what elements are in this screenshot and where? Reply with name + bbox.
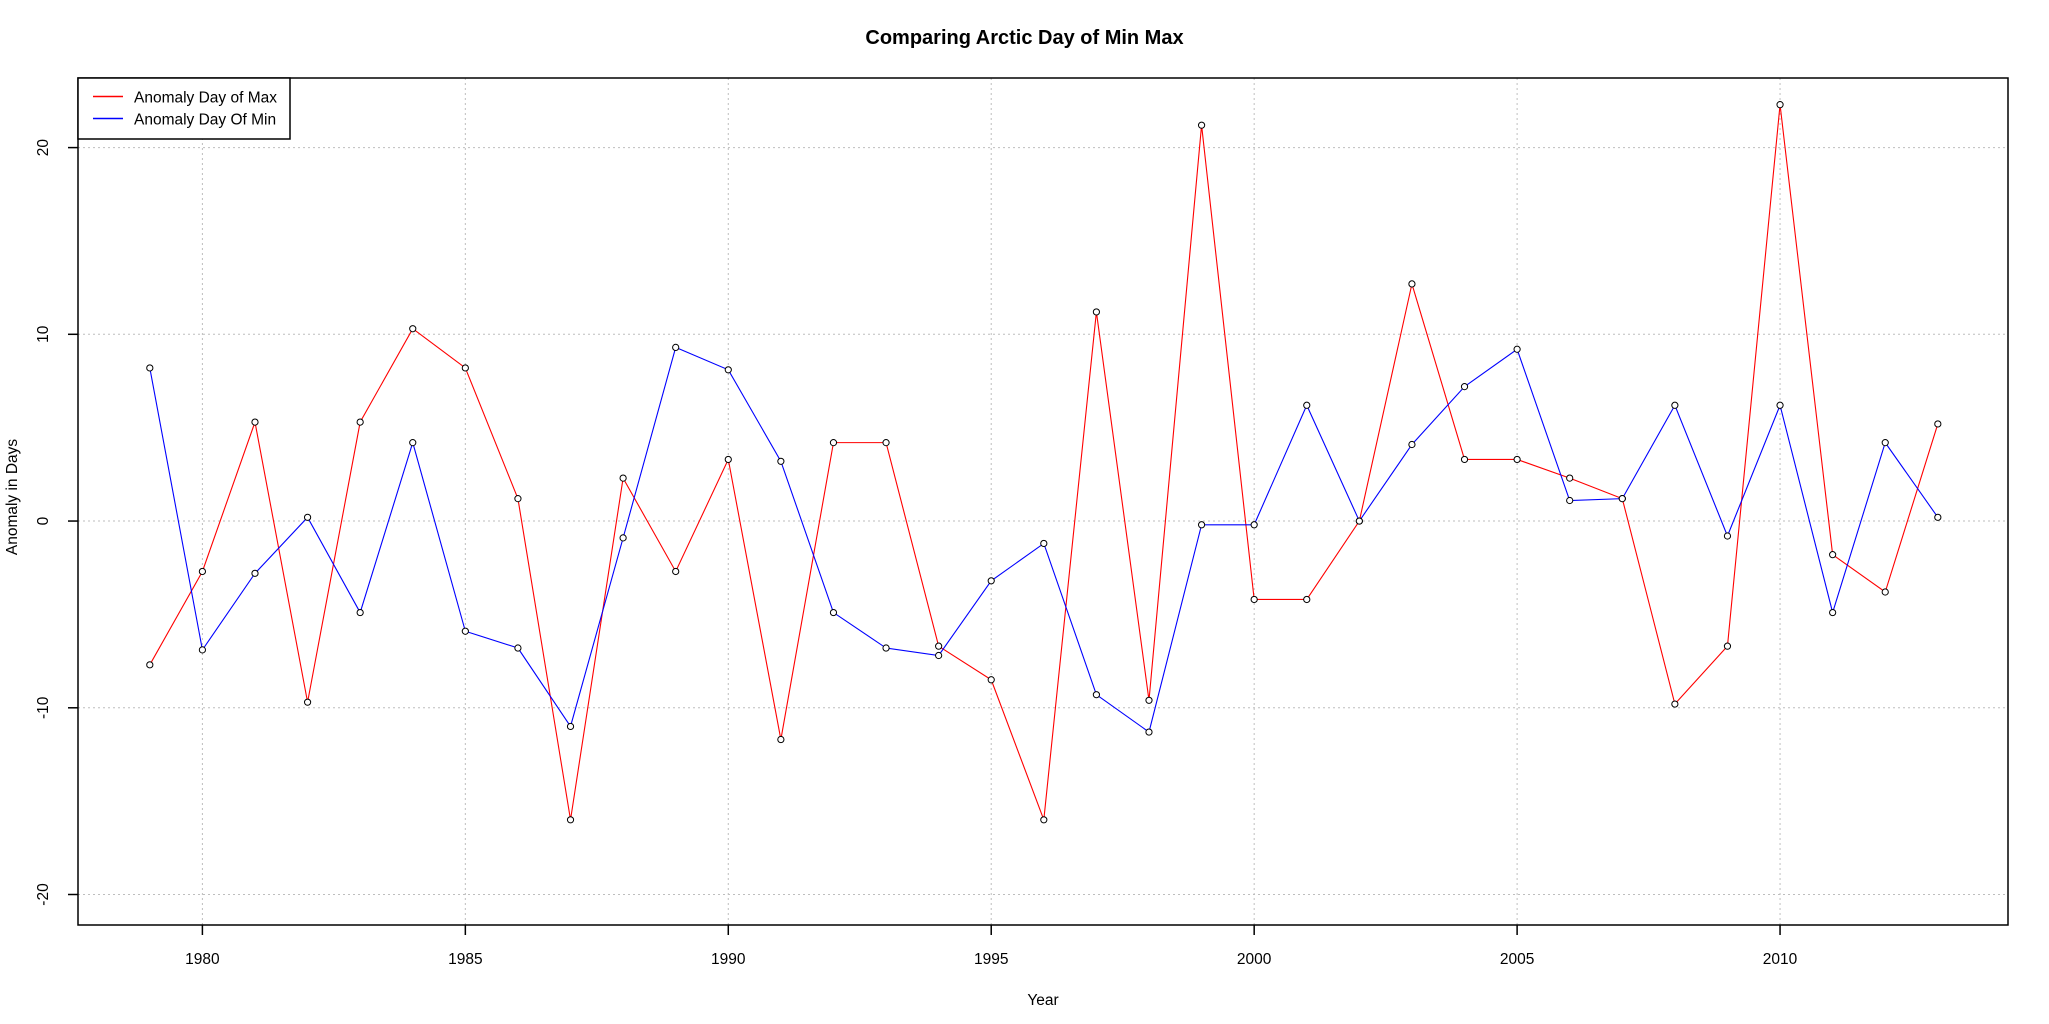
svg-text:1990: 1990 (711, 951, 746, 968)
svg-text:1995: 1995 (974, 951, 1008, 968)
svg-text:2000: 2000 (1237, 951, 1272, 968)
svg-text:1985: 1985 (448, 951, 482, 968)
svg-text:Year: Year (1027, 992, 1058, 1009)
svg-text:10: 10 (35, 325, 52, 343)
svg-text:-20: -20 (35, 883, 52, 906)
svg-text:20: 20 (35, 139, 52, 157)
svg-text:2010: 2010 (1763, 951, 1798, 968)
svg-text:2005: 2005 (1500, 951, 1534, 968)
svg-text:Anomaly Day of Max: Anomaly Day of Max (134, 90, 277, 107)
svg-text:Anomaly in Days: Anomaly in Days (4, 439, 21, 556)
svg-text:-10: -10 (35, 696, 52, 719)
svg-text:0: 0 (35, 516, 52, 525)
svg-text:Anomaly Day Of Min: Anomaly Day Of Min (134, 112, 276, 129)
svg-text:1980: 1980 (185, 951, 220, 968)
